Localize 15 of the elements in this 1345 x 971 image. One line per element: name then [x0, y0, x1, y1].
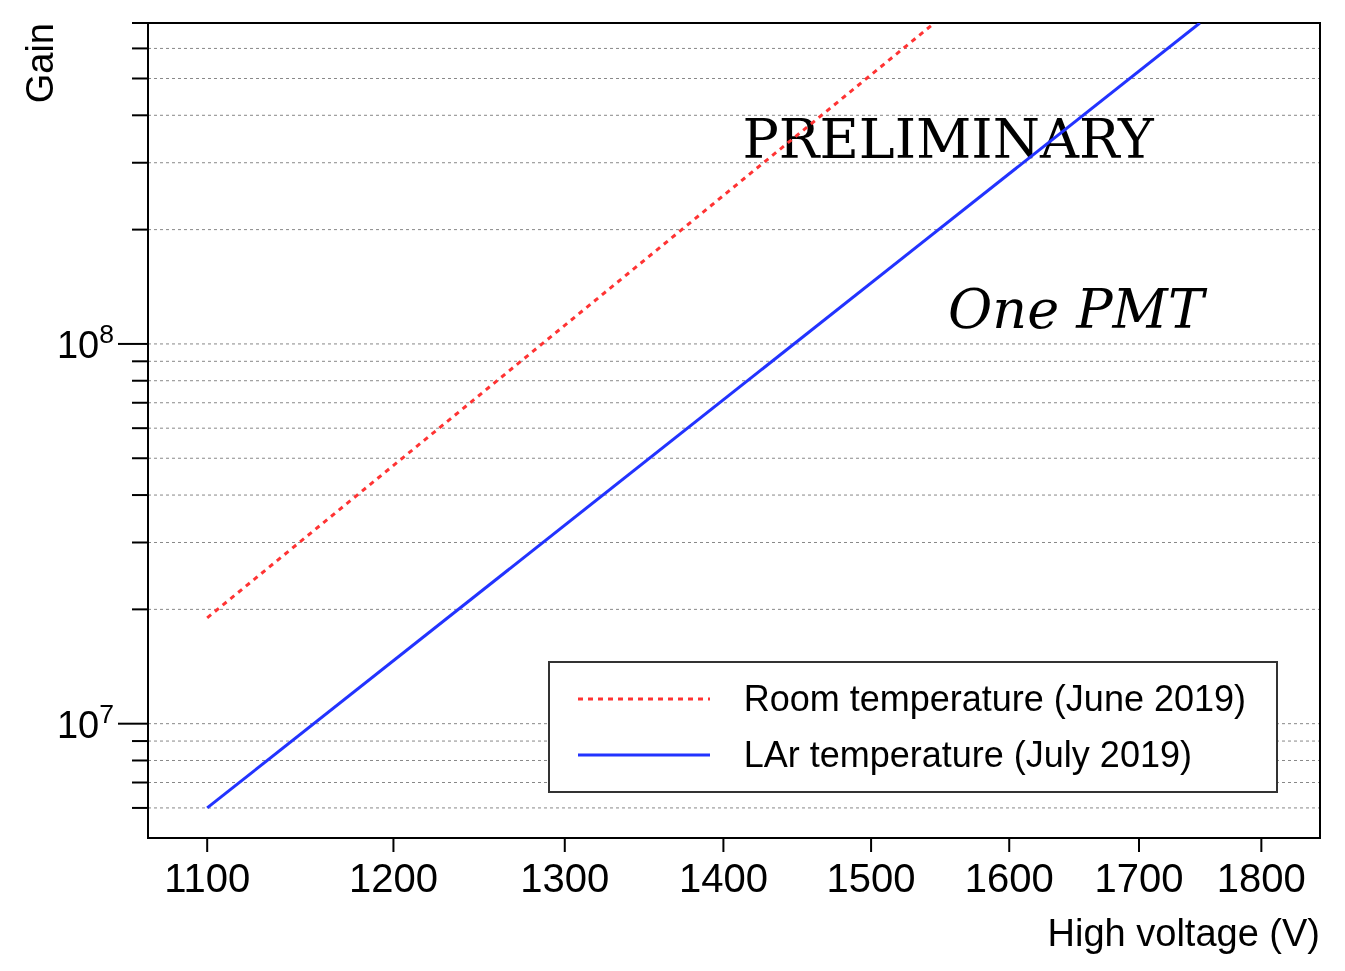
- y-tick-label: 10$^{7}$: [56, 698, 114, 746]
- x-tick-label: 1300: [520, 856, 610, 900]
- annotation: One PMT: [948, 278, 1208, 341]
- x-tick-label: 1400: [678, 856, 768, 900]
- x-tick-label: 1600: [964, 856, 1054, 900]
- x-axis-title: High voltage (V): [1047, 912, 1320, 954]
- x-tick-label: 1800: [1216, 856, 1306, 900]
- x-tick-label: 1100: [164, 856, 251, 900]
- x-tick-label: 1200: [348, 856, 438, 900]
- legend-label: LAr temperature (July 2019): [743, 734, 1192, 776]
- legend-label: Room temperature (June 2019): [743, 678, 1246, 720]
- y-axis-title: Gain: [19, 23, 61, 104]
- x-tick-label: 1500: [826, 856, 916, 900]
- x-tick-label: 1700: [1094, 856, 1184, 900]
- y-tick-label: 10$^{8}$: [56, 318, 114, 366]
